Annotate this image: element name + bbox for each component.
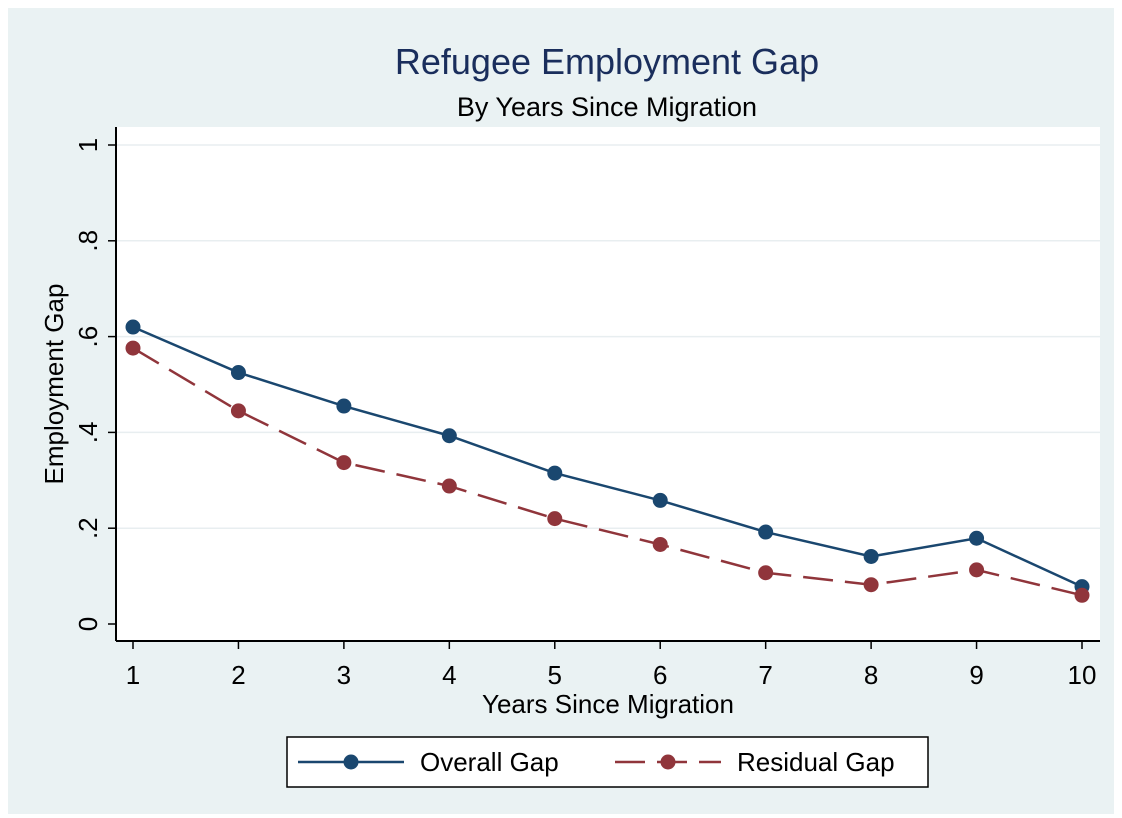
- data-point-s1-5: [652, 536, 668, 552]
- data-point-s1-2: [336, 455, 352, 471]
- data-point-s0-7: [863, 548, 879, 564]
- data-point-s0-6: [758, 524, 774, 540]
- y-tick-label-1: .2: [73, 517, 103, 539]
- data-point-s0-3: [441, 428, 457, 444]
- data-point-s1-8: [969, 562, 985, 578]
- chart-title: Refugee Employment Gap: [395, 41, 819, 82]
- data-point-s0-8: [969, 530, 985, 546]
- y-tick-label-3: .6: [73, 326, 103, 348]
- legend-swatch-marker-0: [343, 754, 359, 770]
- data-point-s0-1: [230, 365, 246, 381]
- x-axis-ticks: 1 2 3 4 5 6 7 8 9 10: [126, 641, 1097, 690]
- x-tick-label-6: 7: [758, 660, 772, 690]
- legend: Overall Gap Residual Gap: [298, 747, 895, 777]
- x-tick-label-7: 8: [864, 660, 878, 690]
- data-point-s0-4: [547, 465, 563, 481]
- chart-subtitle: By Years Since Migration: [457, 92, 757, 122]
- series-line-0: [132, 325, 1083, 588]
- data-point-s1-4: [547, 511, 563, 527]
- x-tick-label-3: 4: [442, 660, 456, 690]
- data-point-s1-3: [441, 478, 457, 494]
- data-point-s0-2: [336, 398, 352, 414]
- data-point-s1-7: [863, 577, 879, 593]
- x-tick-label-9: 10: [1068, 660, 1097, 690]
- x-tick-label-1: 2: [231, 660, 245, 690]
- y-tick-label-4: .8: [73, 230, 103, 252]
- data-point-s0-0: [125, 319, 141, 335]
- x-tick-label-8: 9: [969, 660, 983, 690]
- legend-swatch-marker-1: [660, 754, 676, 770]
- legend-label-1: Residual Gap: [737, 747, 895, 777]
- x-tick-label-4: 5: [548, 660, 562, 690]
- y-axis-ticks: 0 .2 .4 .6 .8 1: [73, 138, 116, 631]
- data-point-s0-5: [652, 492, 668, 508]
- data-point-s1-6: [758, 565, 774, 581]
- x-tick-label-2: 3: [337, 660, 351, 690]
- y-tick-label-0: 0: [73, 617, 103, 631]
- plot-area: [116, 127, 1100, 641]
- series-line-1: [132, 347, 1083, 597]
- y-tick-label-2: .4: [73, 422, 103, 444]
- y-axis-label: Employment Gap: [39, 284, 69, 485]
- data-point-s1-0: [125, 340, 141, 356]
- data-point-s1-1: [230, 403, 246, 419]
- data-point-s1-9: [1074, 587, 1090, 603]
- x-axis-label: Years Since Migration: [482, 689, 734, 719]
- legend-label-0: Overall Gap: [420, 747, 559, 777]
- x-tick-label-0: 1: [126, 660, 140, 690]
- x-tick-label-5: 6: [653, 660, 667, 690]
- series-group: [125, 319, 1090, 603]
- y-tick-label-5: 1: [73, 138, 103, 152]
